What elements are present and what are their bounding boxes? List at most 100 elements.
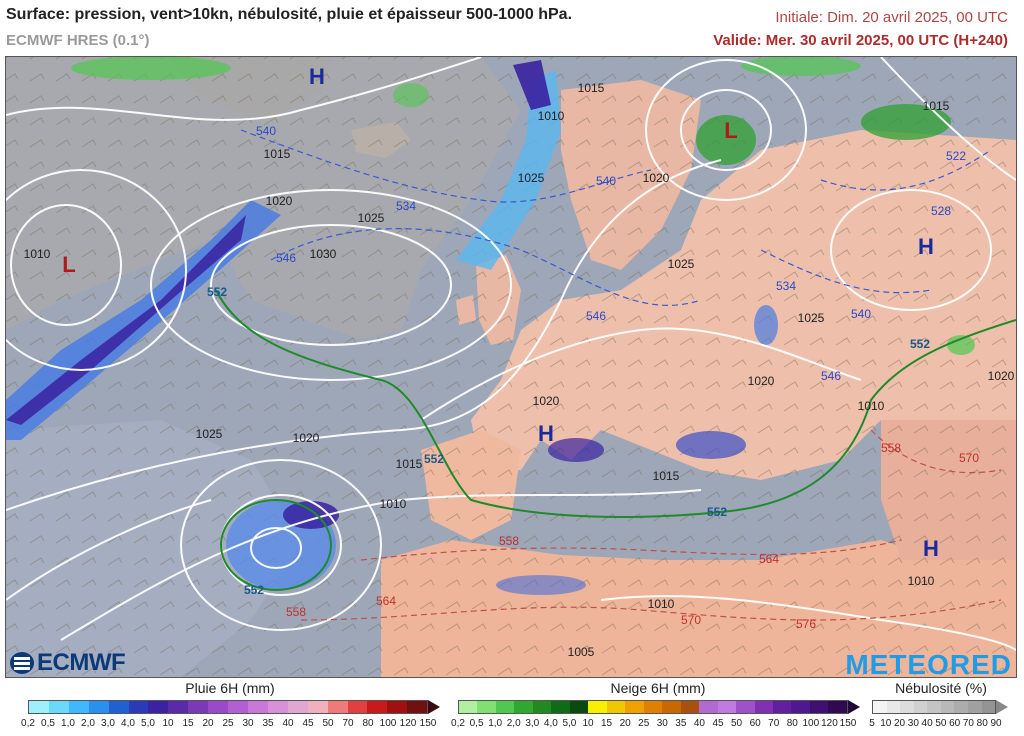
snow-colorbar-swatch: [699, 701, 718, 713]
rain-colorbar-swatch: [68, 701, 89, 713]
snow-colorbar-swatch: [569, 701, 589, 713]
init-time: Initiale: Dim. 20 avril 2025, 00 UTC: [775, 9, 1008, 26]
snow-colorbar-arrow: [848, 700, 860, 714]
cloud-legend-title: Nébulosité (%): [895, 680, 987, 696]
cloud-colorbar-swatch: [900, 701, 914, 713]
thickness-label: 570: [681, 613, 701, 627]
thickness-contour: [820, 149, 992, 191]
high-pressure-center: H: [918, 234, 934, 259]
rain-cell: [496, 575, 586, 595]
snow-colorbar-swatch: [551, 701, 570, 713]
rain-legend-label: 150: [419, 718, 437, 729]
thickness-label: 558: [286, 605, 306, 619]
isobar: [6, 499, 212, 601]
rain-legend-label: 15: [182, 718, 194, 729]
snow-area: [393, 83, 429, 107]
isobar-label: 1010: [538, 109, 565, 123]
rain-band: [6, 215, 246, 425]
rain-legend-label: 0,5: [41, 718, 55, 729]
isobar-label: 1025: [798, 311, 825, 325]
isobar: [420, 327, 862, 421]
snow-legend-title: Neige 6H (mm): [610, 680, 706, 696]
rain-cell: [676, 431, 746, 459]
snow-colorbar: [458, 700, 848, 714]
isobar-label: 1030: [310, 247, 337, 261]
cloud-legend-label: 70: [962, 718, 974, 729]
snow-colorbar-swatch: [459, 701, 478, 713]
snow-legend-labels: 0,2 0,5 1,0 2,0 3,0 4,0 5,0 10 15 20 25 30 35 40 45 50 6…: [451, 718, 856, 732]
snow-colorbar-swatch: [588, 701, 607, 713]
isobar-label: 1005: [568, 645, 595, 659]
snow-colorbar-swatch: [717, 701, 737, 713]
rain-colorbar-swatch: [387, 701, 408, 713]
snow-legend-label: 10: [582, 718, 594, 729]
isobar-label: 1020: [533, 394, 560, 408]
thickness-contour: [240, 129, 652, 203]
snow-colorbar-swatch: [514, 701, 533, 713]
rain-colorbar-swatch: [327, 701, 348, 713]
rain-colorbar-swatch: [347, 701, 368, 713]
snow-legend-label: 20: [619, 718, 631, 729]
rain-legend-label: 0,2: [21, 718, 35, 729]
isobar: [680, 89, 772, 171]
cloud-colorbar-swatch: [954, 701, 968, 713]
snow-area: [947, 335, 975, 355]
cloud-colorbar-swatch: [981, 701, 996, 713]
isobar-label: 1015: [923, 99, 950, 113]
isobar-label: 1025: [518, 171, 545, 185]
thickness-label: 546: [276, 251, 296, 265]
isobar-label: 1010: [648, 597, 675, 611]
snow-colorbar-swatch: [828, 701, 847, 713]
cloud-colorbar-arrow: [996, 700, 1008, 714]
thickness-label: 546: [586, 309, 606, 323]
isobar-label: 1020: [293, 431, 320, 445]
isobar-label: 1010: [24, 247, 51, 261]
rain-colorbar-swatch: [29, 701, 49, 713]
cloud-legend-labels: 5 10 20 30 40 50 60 70 80 90: [869, 718, 1001, 732]
rain-cell: [754, 305, 778, 345]
rain-colorbar-swatch: [108, 701, 129, 713]
snow-legend-label: 150: [839, 718, 857, 729]
rain-colorbar-swatch: [188, 701, 209, 713]
rain-colorbar-swatch: [267, 701, 288, 713]
map-labels: H L L H H H 1015 1010 1015 1020 1025 1030 1010 1025 10…: [24, 64, 1015, 659]
isobar-label: 1025: [358, 211, 385, 225]
wind-barbs: [6, 57, 1016, 677]
rain-colorbar-swatch: [168, 701, 189, 713]
rain-colorbar-swatch: [228, 701, 248, 713]
snow-colorbar-swatch: [606, 701, 626, 713]
isobar-label: 1015: [578, 81, 605, 95]
isobar-label: 1015: [396, 457, 423, 471]
thickness-label: 564: [759, 552, 779, 566]
thickness-label: 534: [776, 279, 796, 293]
snow-colorbar-swatch: [772, 701, 792, 713]
rain-legend-labels: 0,2 0,5 1,0 2,0 3,0 4,0 5,0 10 15 20 25 30 35 40 45 50 7…: [21, 718, 436, 732]
thickness-contour-552: [220, 499, 332, 591]
cloud-colorbar-swatch: [940, 701, 955, 713]
snow-legend-label: 35: [675, 718, 687, 729]
thickness-label: 534: [396, 199, 416, 213]
snow-legend-label: 2,0: [506, 718, 521, 729]
isobar-label: 1015: [264, 147, 291, 161]
snow-legend-label: 1,0: [488, 718, 503, 729]
snow-legend-label: 45: [712, 718, 724, 729]
cloud-legend-label: 20: [893, 718, 906, 729]
isobar-label: 1020: [748, 374, 775, 388]
snow-legend-label: 70: [768, 718, 780, 729]
thickness-label-552: 552: [424, 452, 444, 466]
rain-colorbar-swatch: [88, 701, 109, 713]
cloud-legend-label: 60: [949, 718, 961, 729]
isobar: [180, 459, 382, 631]
isobar: [830, 189, 992, 311]
snow-legend-label: 120: [821, 718, 838, 729]
isobar: [6, 57, 482, 121]
rain-legend-label: 5,0: [141, 718, 155, 729]
rain-legend: Pluie 6H (mm) 0,2 0,5 1,0 2,0 3,0 4,0 5,0 10 15 2…: [20, 680, 440, 736]
isobar-label: 1020: [266, 194, 293, 208]
cloud-colorbar-swatch: [873, 701, 887, 713]
thickness-label: 570: [959, 451, 979, 465]
thickness-contours-blue: [240, 129, 992, 306]
rain-colorbar-swatch: [148, 701, 169, 713]
isobar: [150, 189, 512, 381]
snow-colorbar-swatch: [736, 701, 755, 713]
